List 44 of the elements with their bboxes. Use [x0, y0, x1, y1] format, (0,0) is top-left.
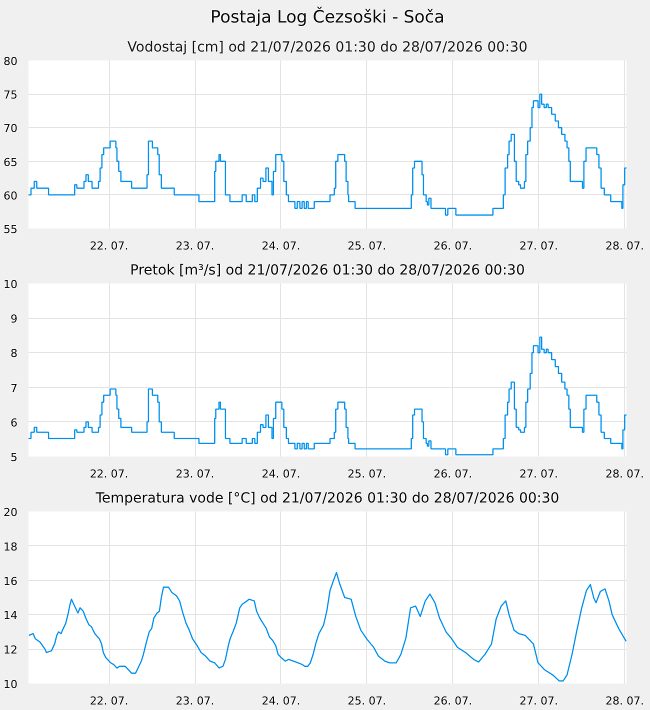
- x-tick-label: 22. 07.: [90, 694, 128, 708]
- x-tick-label: 26. 07.: [434, 468, 472, 480]
- x-tick-label: 27. 07.: [520, 694, 558, 708]
- y-tick-label: 6: [10, 416, 18, 430]
- x-tick-label: 28. 07.: [605, 240, 644, 252]
- y-tick-label: 16: [4, 574, 18, 588]
- x-tick-label: 28. 07.: [605, 468, 644, 480]
- y-tick-label: 12: [4, 644, 18, 657]
- x-tick-label: 23. 07.: [176, 694, 214, 708]
- y-tick-label: 75: [4, 88, 18, 102]
- x-tick-label: 25. 07.: [348, 240, 386, 252]
- chart-title: Postaja Log Čezsoški - Soča: [210, 6, 445, 28]
- x-tick-label: 27. 07.: [520, 240, 558, 252]
- y-tick-label: 7: [10, 382, 18, 395]
- line-series: [28, 572, 626, 682]
- x-tick-label: 23. 07.: [176, 240, 214, 252]
- y-tick-label: 70: [4, 122, 18, 136]
- x-tick-label: 26. 07.: [434, 240, 472, 252]
- x-tick-label: 24. 07.: [262, 240, 300, 252]
- chart-title: Temperatura vode [°C] od 21/07/2026 01:30 do 28/07/2026 00:30: [94, 490, 560, 506]
- y-tick-label: 5: [10, 451, 18, 464]
- x-tick-label: 27. 07.: [520, 468, 558, 480]
- y-tick-label: 55: [4, 223, 18, 236]
- y-tick-label: 10: [4, 278, 18, 291]
- y-tick-label: 9: [10, 312, 18, 326]
- x-tick-label: 23. 07.: [176, 468, 214, 480]
- y-tick-label: 18: [4, 540, 18, 554]
- x-tick-label: 28. 07.: [605, 694, 644, 708]
- y-tick-label: 10: [4, 678, 18, 691]
- y-tick-label: 80: [4, 55, 18, 68]
- x-tick-label: 25. 07.: [348, 468, 386, 480]
- chart-title: Pretok [m³/s] od 21/07/2026 01:30 do 28/07/2026 00:30: [130, 262, 525, 278]
- y-tick-label: 60: [4, 189, 18, 202]
- y-tick-label: 8: [10, 347, 18, 360]
- x-tick-label: 25. 07.: [348, 694, 386, 708]
- y-tick-label: 65: [4, 156, 18, 169]
- y-tick-label: 14: [4, 609, 18, 622]
- y-tick-label: 20: [4, 506, 18, 519]
- chart-subtitle: Vodostaj [cm] od 21/07/2026 01:30 do 28/07/2026 00:30: [127, 40, 528, 56]
- x-tick-label: 24. 07.: [262, 694, 300, 708]
- x-tick-label: 24. 07.: [262, 468, 300, 480]
- x-tick-label: 26. 07.: [434, 694, 472, 708]
- x-tick-label: 22. 07.: [90, 240, 128, 252]
- x-tick-label: 22. 07.: [90, 468, 128, 480]
